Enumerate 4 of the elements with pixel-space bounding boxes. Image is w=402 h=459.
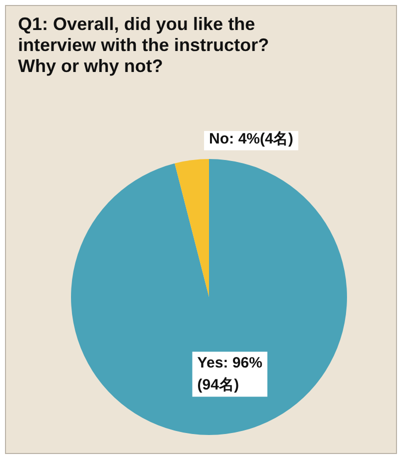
pie-slice — [71, 159, 347, 435]
slice-label: No: 4%(4名) — [209, 130, 294, 148]
chart-title: Q1: Overall, did you like the interview with the instructor? Why or why not? — [18, 14, 270, 77]
pie-slice — [174, 159, 209, 297]
